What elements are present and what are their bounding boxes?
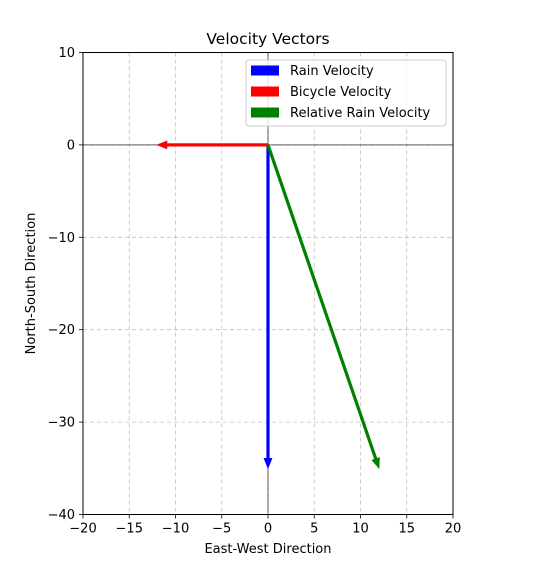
y-tick-label: −20 xyxy=(48,323,75,338)
bicycle-velocity-arrow-shape xyxy=(156,140,269,150)
x-tick-label: 20 xyxy=(445,522,462,537)
legend-swatch-relative-rain-velocity xyxy=(251,107,279,118)
legend-box xyxy=(245,59,447,127)
y-tick-label: −10 xyxy=(48,231,75,246)
x-tick-label: −20 xyxy=(69,522,96,537)
y-axis-title: North-South Direction xyxy=(24,213,39,355)
y-tick-label: 0 xyxy=(67,138,75,153)
legend: Rain Velocity Bicycle Velocity Relative Ra… xyxy=(245,59,447,127)
x-tick-label: −15 xyxy=(116,522,143,537)
y-axis-ticks: −40 −30 −20 −10 0 10 xyxy=(48,46,83,523)
x-axis-ticks: −20 −15 −10 −5 0 5 10 15 20 xyxy=(69,514,462,537)
legend-item-rain-velocity: Rain Velocity xyxy=(251,64,374,79)
y-tick-label: 10 xyxy=(58,46,75,61)
legend-item-bicycle-velocity: Bicycle Velocity xyxy=(251,85,392,100)
y-tick-label: −30 xyxy=(48,416,75,431)
legend-swatch-rain-velocity xyxy=(251,65,279,76)
bicycle-velocity-arrow xyxy=(156,140,269,150)
chart-title: Velocity Vectors xyxy=(206,30,329,48)
legend-label-bicycle-velocity: Bicycle Velocity xyxy=(290,85,392,100)
legend-item-relative-rain-velocity: Relative Rain Velocity xyxy=(251,106,431,121)
x-tick-label: −10 xyxy=(162,522,189,537)
x-axis-title: East-West Direction xyxy=(204,542,331,557)
legend-label-rain-velocity: Rain Velocity xyxy=(290,64,374,79)
x-tick-label: −5 xyxy=(212,522,231,537)
vector-arrows xyxy=(156,140,380,470)
rain-velocity-arrow-shape xyxy=(263,144,273,470)
legend-swatch-bicycle-velocity xyxy=(251,86,279,97)
y-tick-label: −40 xyxy=(48,508,75,523)
rain-velocity-arrow xyxy=(263,144,273,470)
relative-rain-velocity-arrow xyxy=(266,144,380,470)
x-tick-label: 0 xyxy=(264,522,272,537)
x-tick-label: 15 xyxy=(398,522,415,537)
x-tick-label: 5 xyxy=(310,522,318,537)
x-tick-label: 10 xyxy=(352,522,369,537)
relative-rain-velocity-arrow-shape xyxy=(266,144,380,470)
legend-label-relative-rain-velocity: Relative Rain Velocity xyxy=(290,106,431,121)
